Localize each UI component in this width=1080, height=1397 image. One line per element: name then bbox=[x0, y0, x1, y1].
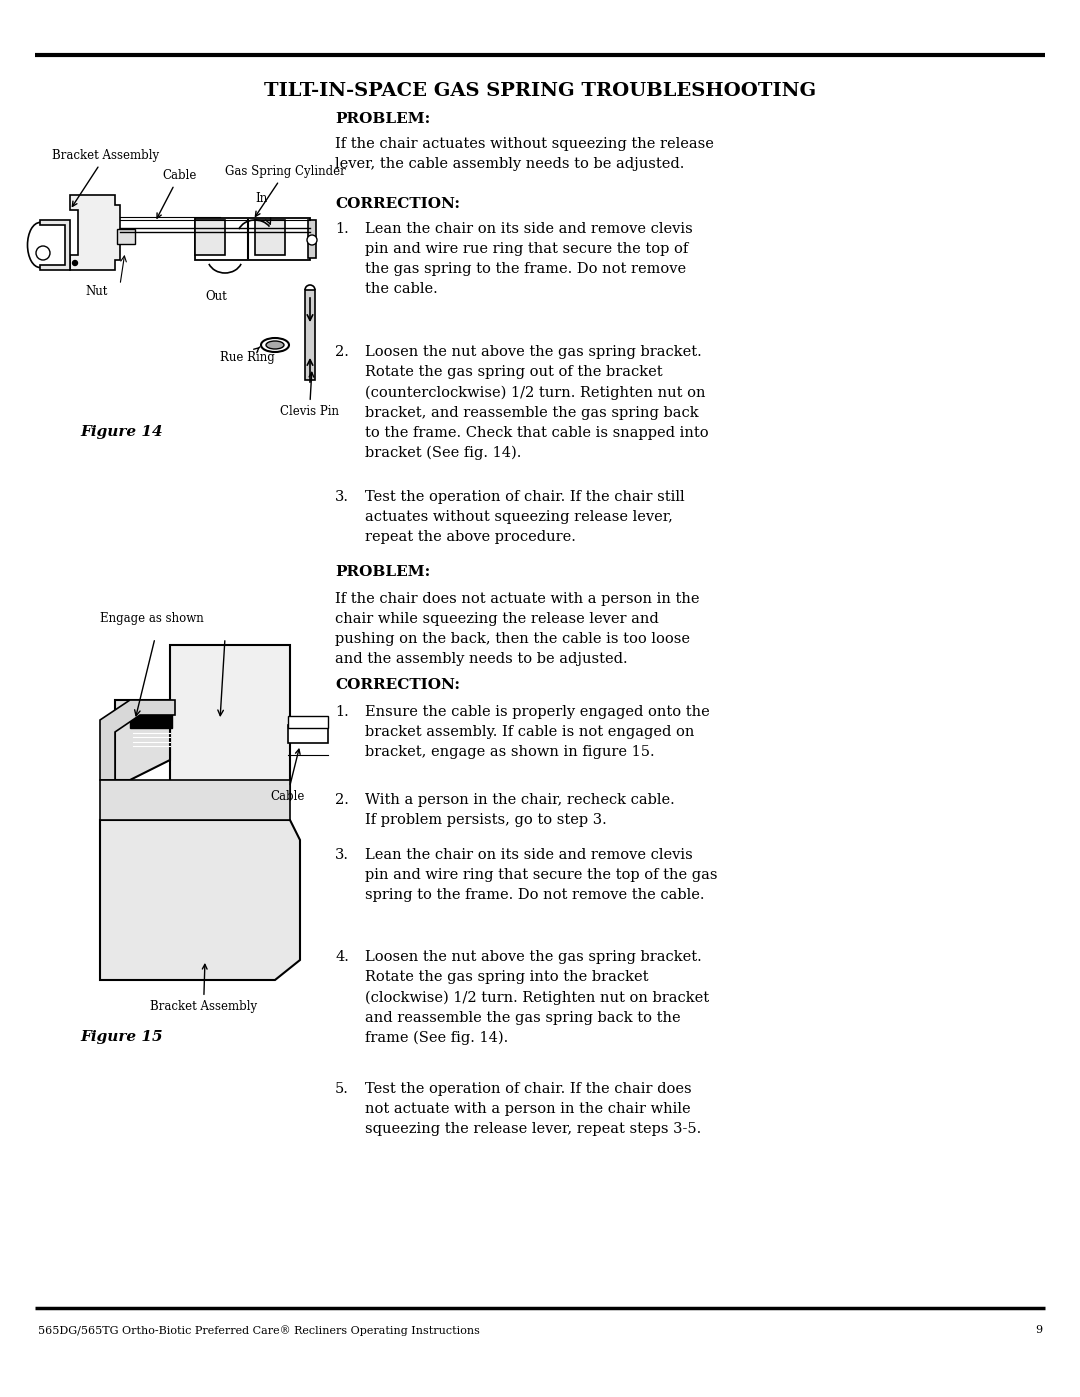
Text: Engage as shown: Engage as shown bbox=[100, 612, 204, 624]
Text: 2.: 2. bbox=[335, 345, 349, 359]
Text: PROBLEM:: PROBLEM: bbox=[335, 564, 430, 578]
Text: Figure 14: Figure 14 bbox=[80, 425, 163, 439]
Text: 3.: 3. bbox=[335, 490, 349, 504]
Polygon shape bbox=[100, 780, 291, 820]
Polygon shape bbox=[40, 219, 70, 270]
Text: Figure 15: Figure 15 bbox=[80, 1030, 163, 1044]
Text: 9: 9 bbox=[1035, 1324, 1042, 1336]
Text: Nut: Nut bbox=[85, 285, 107, 298]
Text: If the chair actuates without squeezing the release
lever, the cable assembly ne: If the chair actuates without squeezing … bbox=[335, 137, 714, 170]
Bar bbox=[117, 229, 135, 244]
Circle shape bbox=[72, 260, 78, 265]
Text: CORRECTION:: CORRECTION: bbox=[335, 678, 460, 692]
Ellipse shape bbox=[261, 338, 289, 352]
Text: Rue Ring: Rue Ring bbox=[220, 346, 274, 365]
Text: Loosen the nut above the gas spring bracket.
Rotate the gas spring into the brac: Loosen the nut above the gas spring brac… bbox=[365, 950, 710, 1045]
Bar bbox=[288, 717, 328, 728]
Polygon shape bbox=[114, 700, 170, 780]
Text: Lean the chair on its side and remove clevis
pin and wire ring that secure the t: Lean the chair on its side and remove cl… bbox=[365, 848, 717, 902]
Ellipse shape bbox=[266, 341, 284, 349]
Text: With a person in the chair, recheck cable.
If problem persists, go to step 3.: With a person in the chair, recheck cabl… bbox=[365, 793, 675, 827]
Text: 2.: 2. bbox=[335, 793, 349, 807]
Text: CORRECTION:: CORRECTION: bbox=[335, 197, 460, 211]
Text: Cable: Cable bbox=[270, 749, 305, 803]
Bar bbox=[195, 218, 310, 260]
Polygon shape bbox=[100, 700, 175, 780]
Circle shape bbox=[307, 235, 318, 244]
Text: Lean the chair on its side and remove clevis
pin and wire rue ring that secure t: Lean the chair on its side and remove cl… bbox=[365, 222, 692, 296]
Text: 4.: 4. bbox=[335, 950, 349, 964]
Bar bbox=[255, 219, 285, 256]
Bar bbox=[170, 645, 291, 800]
Text: Test the operation of chair. If the chair does
not actuate with a person in the : Test the operation of chair. If the chai… bbox=[365, 1083, 701, 1136]
Text: 3.: 3. bbox=[335, 848, 349, 862]
Bar bbox=[305, 291, 315, 380]
Text: Out: Out bbox=[205, 291, 227, 303]
Polygon shape bbox=[70, 196, 120, 270]
Text: 1.: 1. bbox=[335, 705, 349, 719]
Circle shape bbox=[36, 246, 50, 260]
Bar bbox=[308, 219, 316, 258]
Text: If the chair does not actuate with a person in the
chair while squeezing the rel: If the chair does not actuate with a per… bbox=[335, 592, 700, 666]
Bar bbox=[195, 219, 225, 256]
Text: In: In bbox=[255, 191, 267, 205]
Text: Ensure the cable is properly engaged onto the
bracket assembly. If cable is not : Ensure the cable is properly engaged ont… bbox=[365, 705, 710, 759]
Text: 565DG/565TG Ortho-Biotic Preferred Care® Recliners Operating Instructions: 565DG/565TG Ortho-Biotic Preferred Care®… bbox=[38, 1324, 480, 1336]
Text: Clevis Pin: Clevis Pin bbox=[280, 373, 339, 418]
Text: Test the operation of chair. If the chair still
actuates without squeezing relea: Test the operation of chair. If the chai… bbox=[365, 490, 685, 543]
Text: 1.: 1. bbox=[335, 222, 349, 236]
Text: Loosen the nut above the gas spring bracket.
Rotate the gas spring out of the br: Loosen the nut above the gas spring brac… bbox=[365, 345, 708, 461]
Text: Bracket Assembly: Bracket Assembly bbox=[52, 149, 159, 207]
Bar bbox=[130, 700, 172, 728]
Text: 5.: 5. bbox=[335, 1083, 349, 1097]
Bar bbox=[288, 725, 328, 743]
Text: PROBLEM:: PROBLEM: bbox=[335, 112, 430, 126]
Polygon shape bbox=[100, 820, 300, 981]
Text: Cable: Cable bbox=[157, 169, 197, 218]
Text: Gas Spring Cylinder: Gas Spring Cylinder bbox=[225, 165, 346, 217]
Text: TILT-IN-SPACE GAS SPRING TROUBLESHOOTING: TILT-IN-SPACE GAS SPRING TROUBLESHOOTING bbox=[264, 82, 816, 101]
Text: Bracket Assembly: Bracket Assembly bbox=[150, 964, 257, 1013]
